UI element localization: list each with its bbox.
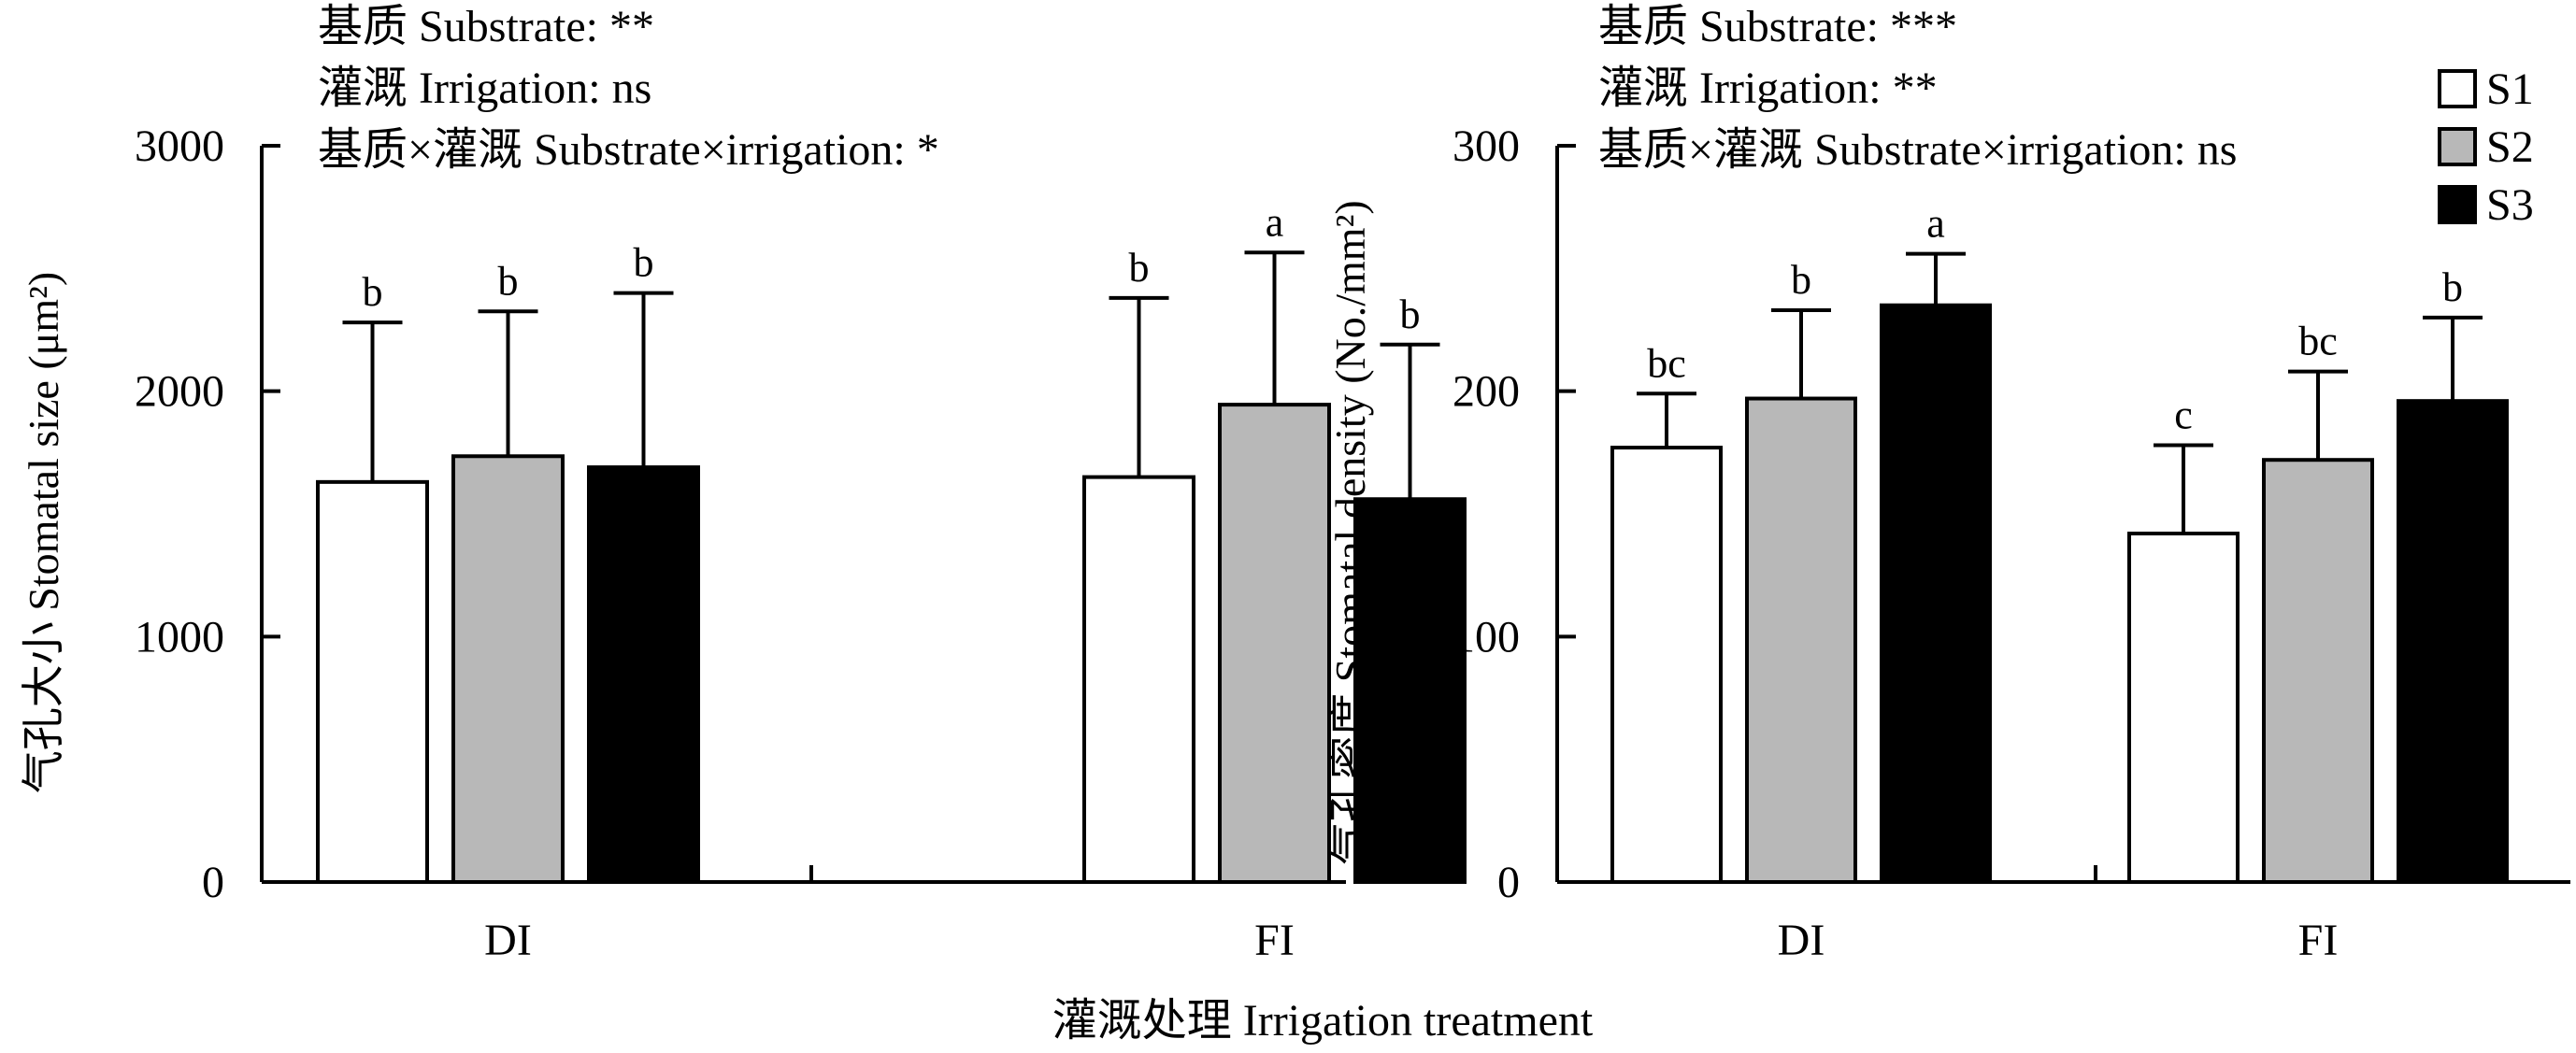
y-tick-label: 0 [202,858,224,907]
stats-annotation: 灌溉 Irrigation: ** [1598,64,1938,113]
x-tick-label: DI [484,916,532,965]
y-tick-label: 2000 [135,367,224,417]
legend-label: S1 [2486,64,2534,114]
significance-letter: b [1400,292,1421,337]
bar [2262,458,2374,884]
bar [451,454,565,884]
y-tick-label: 3000 [135,121,224,171]
x-axis-title: 灌溉处理 Irrigation treatment [1052,996,1594,1046]
legend-label: S2 [2486,122,2534,172]
stomatal-density-panel: 0 100 200 300 DI FI bc c b bc a b 基质 Substrate: *** 灌… [1326,2,2570,965]
legend-swatch [2438,185,2477,224]
y-axis-title: 气孔密度 Stomatal density (No./mm²) [1326,200,1374,864]
stats-annotation: 基质 Substrate: *** [1598,2,1957,51]
legend-swatch [2438,69,2477,108]
bar [316,479,429,884]
stats-annotation: 灌溉 Irrigation: ns [318,64,651,113]
legend-swatch [2438,127,2477,166]
x-tick-label: FI [1254,916,1295,965]
bar [2127,532,2240,884]
significance-letter: bc [2298,319,2338,364]
significance-letter: b [1791,257,1811,303]
y-tick-label: 0 [1497,858,1520,907]
bar [1218,403,1331,884]
legend: S1 S2 S3 [2438,64,2534,230]
significance-letter: b [363,269,383,315]
x-tick-label: DI [1778,916,1825,965]
significance-letter: b [2442,264,2463,310]
x-tick-label: FI [2298,916,2339,965]
stats-annotation: 基质×灌溉 Substrate×irrigation: ns [1598,125,2237,175]
bar [1610,446,1723,884]
stomatal-size-panel: 0 1000 2000 3000 DI FI b b b a b b 基质 Substrate: ** 灌… [20,2,1467,965]
y-axis-title: 气孔大小 Stomatal size (μm²) [20,272,67,793]
significance-letter: a [1266,199,1284,245]
bar [1082,475,1195,884]
significance-letter: a [1926,201,1945,247]
significance-letter: b [634,240,654,286]
bar [587,465,700,884]
stats-annotation: 基质×灌溉 Substrate×irrigation: * [318,125,939,175]
bar [1745,396,1857,884]
bar [2397,399,2509,884]
bar [1880,303,1992,884]
bar [1353,497,1467,884]
stats-annotation: 基质 Substrate: ** [318,2,654,51]
y-tick-label: 300 [1453,121,1520,171]
significance-letter: c [2174,391,2193,437]
significance-letter: bc [1647,340,1686,386]
y-tick-label: 1000 [135,612,224,662]
significance-letter: b [1129,245,1150,291]
y-tick-label: 100 [1453,612,1520,662]
legend-label: S3 [2486,180,2534,230]
significance-letter: b [498,258,519,304]
y-tick-label: 200 [1453,367,1520,417]
